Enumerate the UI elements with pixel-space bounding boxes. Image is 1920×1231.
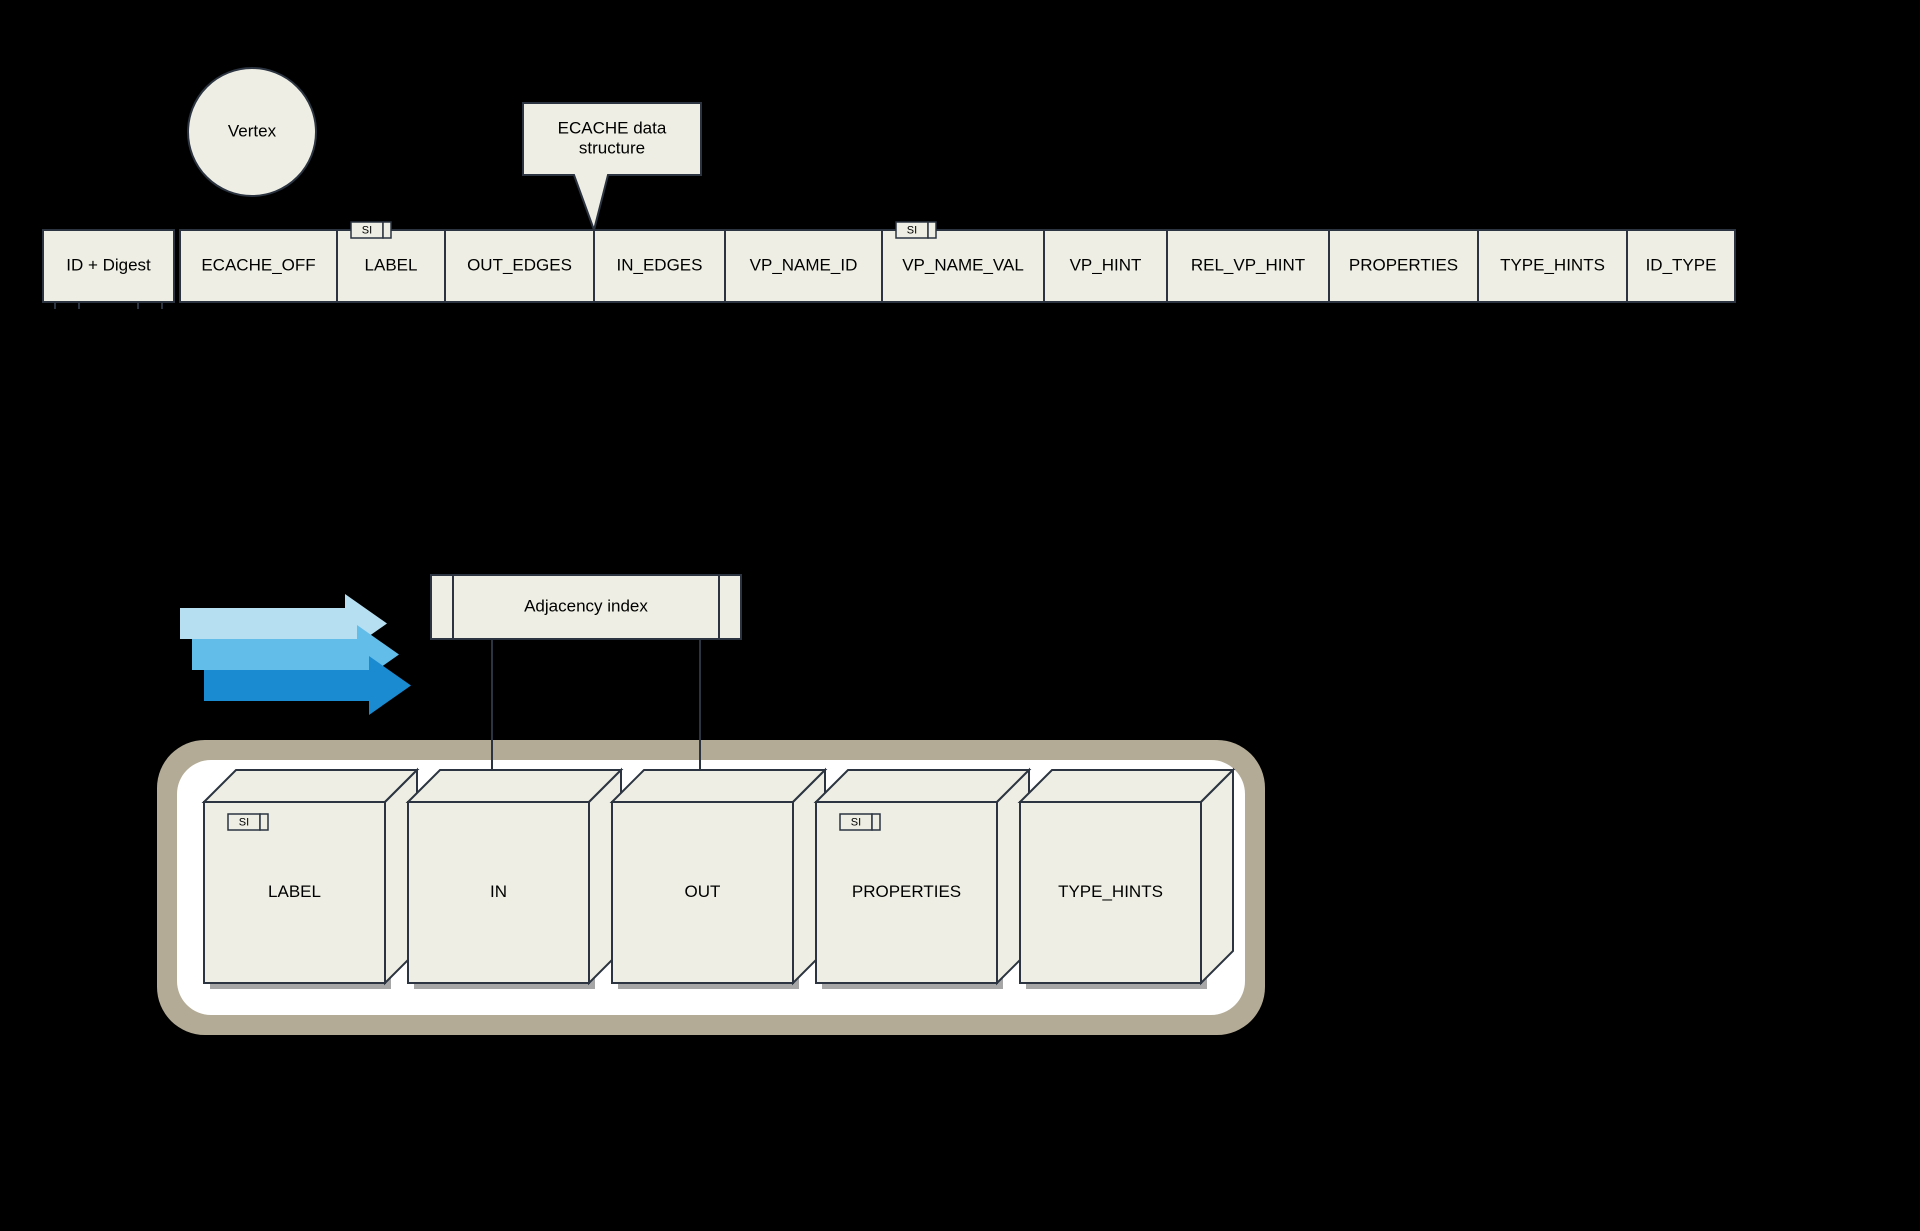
vertex-row-cell-label: REL_VP_HINT <box>1191 255 1305 274</box>
vertex-row-cell: ID + Digest <box>43 230 174 309</box>
adjacency-box-label: OUT <box>685 882 721 901</box>
ecache-callout: ECACHE datastructure <box>523 103 701 230</box>
adjacency-box-label: IN <box>490 882 507 901</box>
vertex-row-cell-label: IN_EDGES <box>617 255 703 274</box>
vertex-row-cell-label: VP_HINT <box>1070 255 1142 274</box>
vertex-row-cell: ECACHE_OFF <box>180 230 337 302</box>
adjacency-box: LABEL SI <box>204 770 417 989</box>
adjacency-box: OUT <box>612 770 825 989</box>
stacked-arrows-icon <box>180 594 411 715</box>
vertex-circle-label: Vertex <box>228 121 277 140</box>
adjacency-box: IN <box>408 770 621 989</box>
si-label: SI <box>362 224 372 236</box>
adjacency-box: TYPE_HINTS <box>1020 770 1233 989</box>
ecache-callout-line: ECACHE data <box>558 118 667 137</box>
vertex-row-cell-label: LABEL <box>365 255 418 274</box>
vertex-row-cell: LABEL SI <box>337 222 445 302</box>
adjacency-box-label: LABEL <box>268 882 321 901</box>
adjacency-label-text: Adjacency index <box>524 596 648 615</box>
vertex-row-cell-label: ECACHE_OFF <box>201 255 315 274</box>
vertex-row-cell: VP_NAME_ID <box>725 230 882 302</box>
ecache-callout-line: structure <box>579 138 645 157</box>
adjacency-box-label: TYPE_HINTS <box>1058 882 1163 901</box>
vertex-row-cell: IN_EDGES <box>594 230 725 302</box>
adjacency-box: PROPERTIES SI <box>816 770 1029 989</box>
vertex-row-cell-label: VP_NAME_ID <box>750 255 858 274</box>
vertex-row-cell-label: TYPE_HINTS <box>1500 255 1605 274</box>
vertex-row-cell-label: VP_NAME_VAL <box>902 255 1024 274</box>
vertex-row-cell-label: ID_TYPE <box>1646 255 1717 274</box>
vertex-row-cell-label: OUT_EDGES <box>467 255 572 274</box>
vertex-row-cell: VP_NAME_VAL SI <box>882 222 1044 302</box>
adjacency-boxes: LABEL SI IN OUT PROPERTIES SI TYPE_HINTS <box>204 770 1233 989</box>
adjacency-label: Adjacency index <box>431 575 741 639</box>
si-label: SI <box>907 224 917 236</box>
vertex-row-cell: VP_HINT <box>1044 230 1167 302</box>
vertex-row-cell: ID_TYPE <box>1627 230 1735 302</box>
vertex-row-cell: REL_VP_HINT <box>1167 230 1329 302</box>
vertex-row-cell: PROPERTIES <box>1329 230 1478 302</box>
si-label: SI <box>239 816 249 828</box>
vertex-row-cell-label: ID + Digest <box>66 255 151 274</box>
adjacency-box-label: PROPERTIES <box>852 882 961 901</box>
vertex-row-cell: TYPE_HINTS <box>1478 230 1627 302</box>
vertex-circle: Vertex <box>188 68 316 196</box>
vertex-row-cell-label: PROPERTIES <box>1349 255 1458 274</box>
si-label: SI <box>851 816 861 828</box>
vertex-row: ID + Digest ECACHE_OFF LABEL SI OUT_EDGES IN_… <box>43 222 1735 309</box>
vertex-row-cell: OUT_EDGES <box>445 230 594 302</box>
